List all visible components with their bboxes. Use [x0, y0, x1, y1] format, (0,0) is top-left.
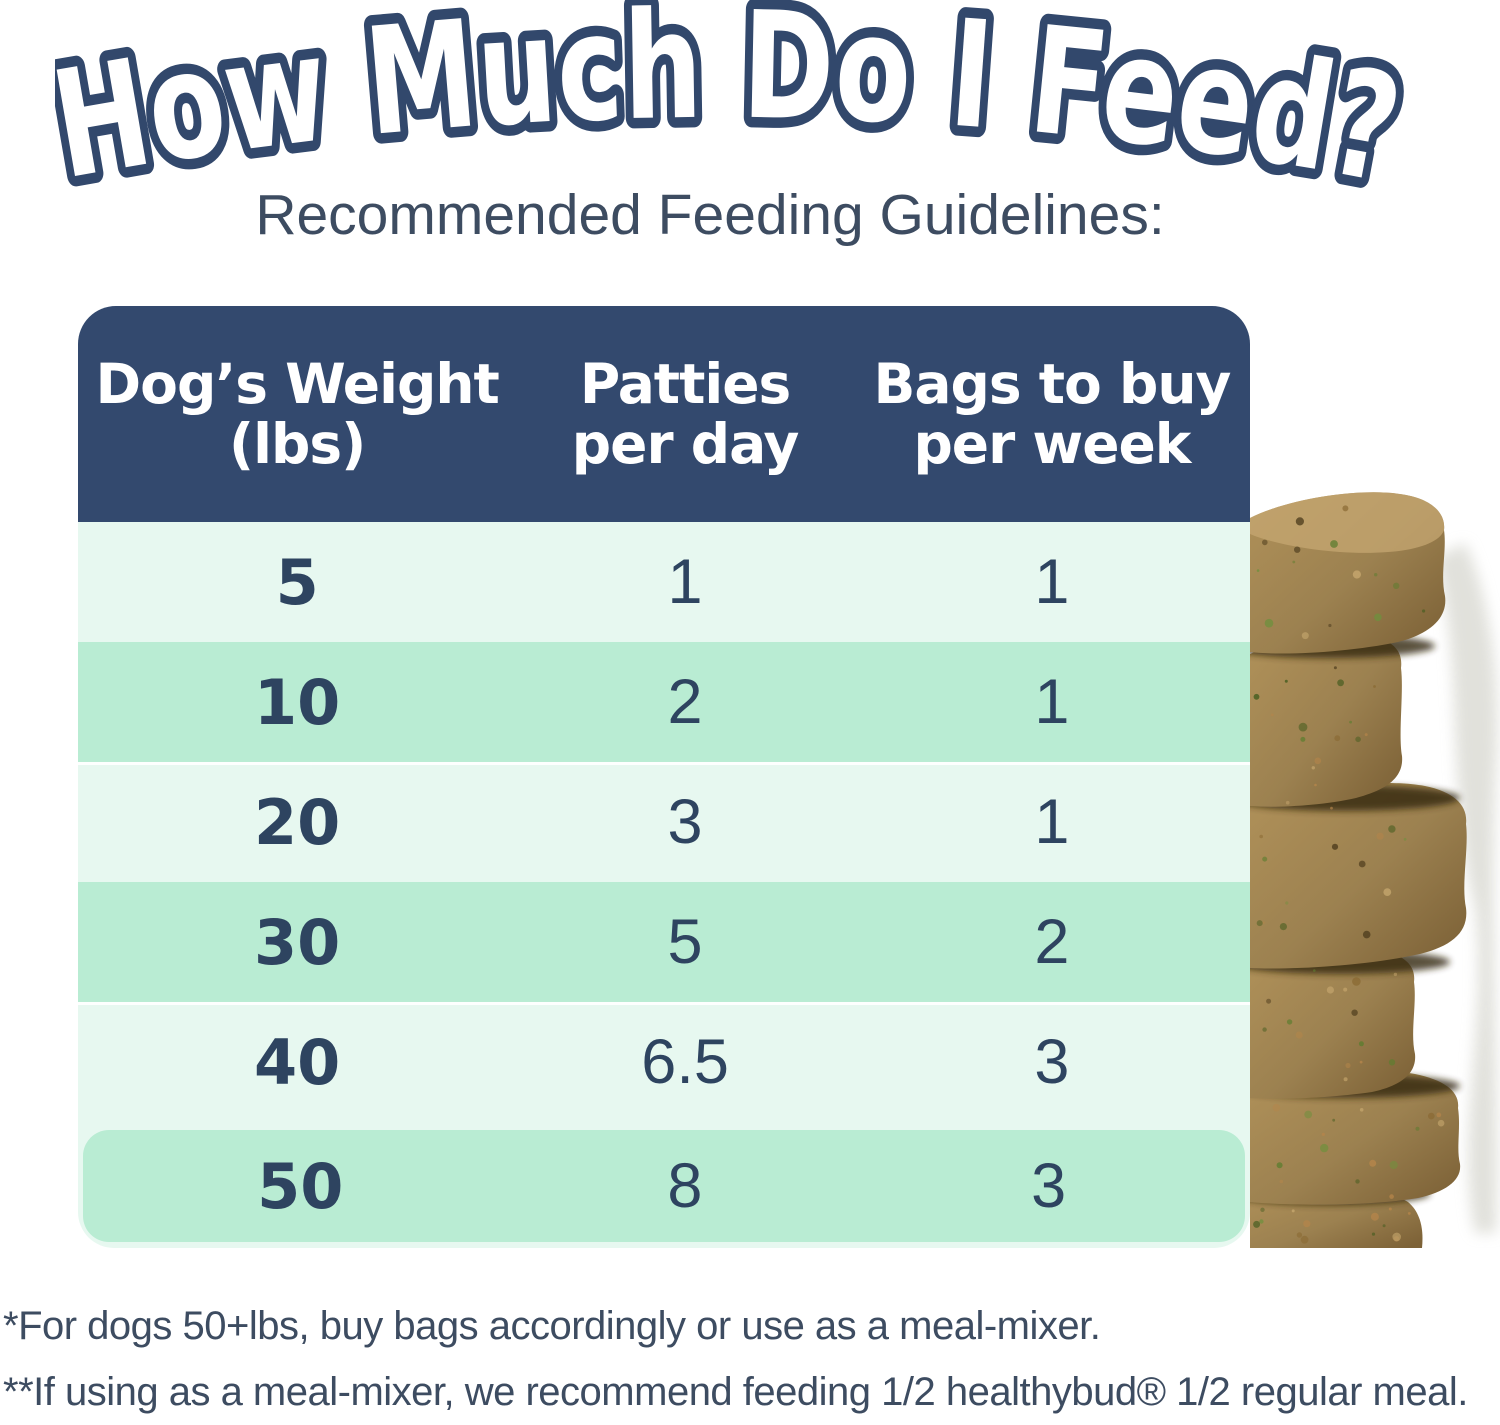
cell-bags: 3	[1034, 1027, 1070, 1097]
cell-bags: 1	[1034, 667, 1070, 737]
table-row: 40 6.5 3	[78, 1002, 1250, 1122]
stack-shadow	[1435, 543, 1498, 1233]
cell-bags: 2	[1034, 907, 1070, 977]
header-dogs-weight-line1: Dog’s Weight	[95, 351, 500, 416]
patty-stack-image	[1250, 488, 1500, 1248]
header-dogs-weight: Dog’s Weight (lbs)	[78, 351, 516, 476]
cell-bags: 1	[1034, 787, 1070, 857]
table-row: 30 5 2	[78, 882, 1250, 1002]
header-patties-line2: per day	[571, 412, 800, 476]
table-row: 5 1 1	[78, 522, 1250, 642]
table-header: Dog’s Weight (lbs) Patties per day Bags …	[78, 306, 1250, 522]
cell-weight: 30	[254, 905, 341, 979]
cell-patties: 3	[667, 787, 703, 857]
header-dogs-weight-line2: (lbs)	[229, 412, 366, 476]
cell-weight: 20	[254, 785, 341, 859]
table-body: 5 1 1 10 2 1 20 3 1 30 5 2 40 6.5	[78, 522, 1250, 1248]
cell-patties: 2	[667, 667, 703, 737]
cell-patties: 1	[667, 547, 703, 617]
cell-patties: 6.5	[641, 1027, 729, 1097]
footnote-2: **If using as a meal-mixer, we recommend…	[3, 1370, 1468, 1414]
feeding-guidelines-table: Dog’s Weight (lbs) Patties per day Bags …	[78, 306, 1250, 1248]
header-bags-line2: per week	[913, 412, 1191, 476]
table-row: 50 8 3	[83, 1130, 1245, 1242]
header-bags-per-week: Bags to buy per week	[854, 351, 1250, 476]
patty-texture-specks	[1253, 505, 1445, 1244]
cell-bags: 1	[1034, 547, 1070, 617]
table-row: 10 2 1	[78, 642, 1250, 762]
cell-patties: 8	[667, 1151, 703, 1221]
footnote-1: *For dogs 50+lbs, buy bags accordingly o…	[3, 1304, 1101, 1348]
cell-weight: 50	[257, 1149, 344, 1223]
table-row: 20 3 1	[78, 762, 1250, 882]
cell-bags: 3	[1031, 1151, 1067, 1221]
cell-weight: 10	[254, 665, 341, 739]
patties-group	[1250, 492, 1467, 1248]
header-patties-line1: Patties	[579, 351, 791, 416]
page-title-arc: How Much Do I Feed?	[55, 0, 1423, 220]
cell-patties: 5	[667, 907, 703, 977]
header-patties-per-day: Patties per day	[516, 351, 854, 476]
cell-weight: 5	[275, 545, 319, 619]
header-bags-line1: Bags to buy	[873, 351, 1231, 416]
subtitle: Recommended Feeding Guidelines:	[255, 183, 1165, 247]
cell-weight: 40	[254, 1025, 341, 1099]
